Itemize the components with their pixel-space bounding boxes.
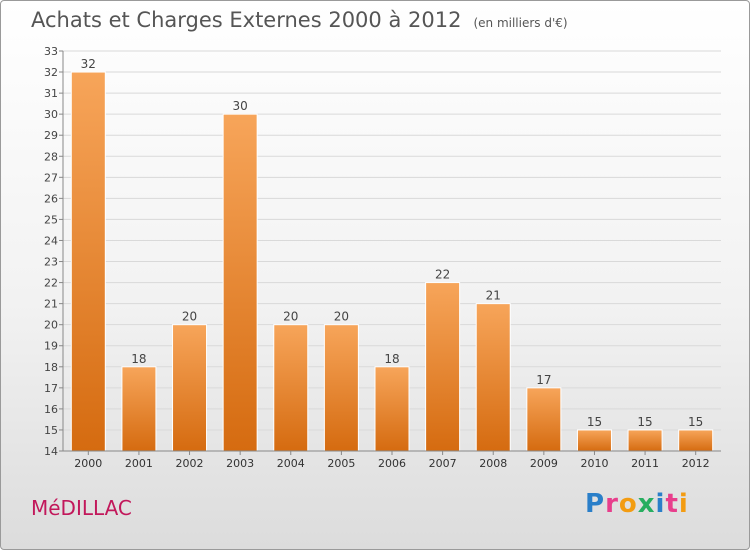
data-label: 20	[334, 310, 349, 324]
bar	[374, 366, 410, 452]
bar	[576, 429, 612, 452]
bar	[273, 324, 309, 452]
x-tick-label: 2009	[530, 457, 558, 470]
y-tick-label: 20	[44, 319, 58, 332]
bar	[425, 282, 461, 452]
bar	[627, 429, 663, 452]
x-tick-label: 2005	[327, 457, 355, 470]
data-label: 18	[384, 352, 399, 366]
bar	[323, 324, 359, 452]
logo-letter: i	[655, 489, 666, 519]
bar	[222, 113, 258, 452]
bar	[475, 303, 511, 452]
y-tick-label: 22	[44, 277, 58, 290]
data-label: 20	[283, 310, 298, 324]
data-label: 15	[688, 415, 703, 429]
x-tick-label: 2011	[631, 457, 659, 470]
x-tick-label: 2001	[125, 457, 153, 470]
bar	[121, 366, 157, 452]
proxiti-logo[interactable]: Proxiti	[585, 489, 689, 519]
y-axis-ticks: 14 15 16 17 18 19 20 21 22 23 24 25 26 27 28 29 30 31 32 33	[44, 45, 63, 458]
y-tick-label: 23	[44, 256, 58, 269]
y-tick-label: 17	[44, 382, 58, 395]
x-tick-label: 2004	[277, 457, 305, 470]
logo-letter: t	[665, 489, 679, 519]
y-tick-label: 16	[44, 403, 58, 416]
axes	[62, 51, 721, 452]
data-label: 21	[486, 289, 501, 303]
y-tick-label: 21	[44, 298, 58, 311]
commune-name: MéDILLAC	[31, 496, 132, 520]
bar	[172, 324, 208, 452]
logo-letter: r	[605, 489, 619, 519]
y-tick-label: 24	[44, 234, 58, 247]
y-tick-label: 19	[44, 340, 58, 353]
bar	[526, 387, 562, 452]
logo-letter: i	[678, 489, 689, 519]
logo-letter: P	[585, 489, 606, 519]
y-tick-label: 31	[44, 87, 58, 100]
data-label: 20	[182, 310, 197, 324]
data-label: 15	[587, 415, 602, 429]
x-tick-label: 2000	[74, 457, 102, 470]
bar	[678, 429, 714, 452]
data-label: 17	[536, 373, 551, 387]
data-label: 30	[233, 99, 248, 113]
y-tick-label: 15	[44, 424, 58, 437]
data-label: 18	[131, 352, 146, 366]
logo-letter: x	[637, 489, 656, 519]
y-tick-label: 30	[44, 108, 58, 121]
y-tick-label: 18	[44, 361, 58, 374]
data-label: 15	[637, 415, 652, 429]
y-tick-label: 27	[44, 171, 58, 184]
data-label: 32	[81, 57, 96, 71]
data-label: 22	[435, 268, 450, 282]
y-tick-label: 29	[44, 129, 58, 142]
x-tick-label: 2010	[580, 457, 608, 470]
y-tick-label: 28	[44, 150, 58, 163]
x-tick-label: 2003	[226, 457, 254, 470]
x-tick-label: 2006	[378, 457, 406, 470]
chart-title: Achats et Charges Externes 2000 à 2012 (e…	[31, 8, 568, 32]
bars: 32 2000 18 2001 20 2002 30 2003 20 2004 20 2005 18 20…	[70, 57, 714, 470]
x-tick-label: 2012	[682, 457, 710, 470]
y-tick-label: 25	[44, 213, 58, 226]
x-tick-label: 2007	[429, 457, 457, 470]
chart-title-text: Achats et Charges Externes 2000 à 2012	[31, 8, 462, 32]
logo-letter: o	[618, 489, 638, 519]
y-tick-label: 14	[44, 445, 58, 458]
x-tick-label: 2008	[479, 457, 507, 470]
y-tick-label: 26	[44, 192, 58, 205]
bar	[70, 71, 106, 452]
y-tick-label: 32	[44, 66, 58, 79]
x-tick-label: 2002	[176, 457, 204, 470]
y-tick-label: 33	[44, 45, 58, 58]
chart-subtitle: (en milliers d'€)	[473, 16, 568, 30]
